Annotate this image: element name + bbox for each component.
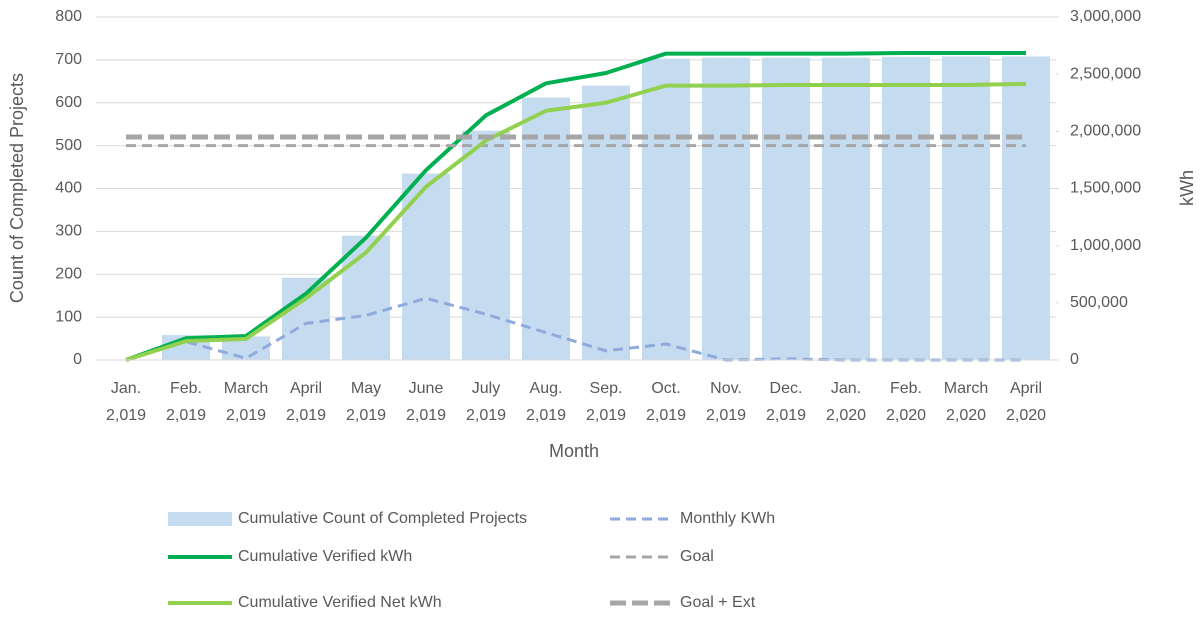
line-series: [125, 81, 1027, 362]
x-tick-label: April: [290, 380, 322, 397]
x-tick-label: 2,019: [166, 407, 206, 424]
line-series: [125, 51, 1026, 362]
y2-tick-label: 0: [1070, 351, 1079, 368]
legend-label: Cumulative Count of Completed Projects: [238, 510, 527, 527]
y-tick-label: 300: [55, 223, 82, 240]
bar: [882, 56, 930, 360]
y-tick-label: 200: [55, 265, 82, 282]
x-tick-label: 2,019: [646, 407, 686, 424]
legend-label: Monthly KWh: [680, 510, 775, 527]
y2-tick-label: 1,500,000: [1070, 180, 1141, 197]
legend-label: Cumulative Verified Net kWh: [238, 594, 442, 611]
bar: [762, 57, 810, 360]
x-tick-label: 2,019: [766, 407, 806, 424]
legend-swatch: [168, 512, 232, 526]
x-tick-label: 2,019: [346, 407, 386, 424]
x-axis-title: Month: [549, 441, 599, 461]
x-tick-label: July: [472, 380, 500, 397]
x-tick-label: June: [409, 380, 444, 397]
bar: [1002, 56, 1050, 360]
x-tick-label: 2,019: [286, 407, 326, 424]
x-tick-label: Jan.: [831, 380, 861, 397]
x-tick-label: 2,019: [586, 407, 626, 424]
x-tick-label: Feb.: [890, 380, 922, 397]
y-tick-label: 400: [55, 180, 82, 197]
y2-tick-label: 500,000: [1070, 294, 1128, 311]
x-tick-label: March: [944, 380, 988, 397]
x-tick-label: 2,019: [706, 407, 746, 424]
x-tick-label: April: [1010, 380, 1042, 397]
y-tick-label: 0: [73, 351, 82, 368]
x-tick-label: 2,020: [1006, 407, 1046, 424]
x-tick-label: March: [224, 380, 268, 397]
legend-label: Goal: [680, 548, 714, 565]
x-tick-label: Dec.: [770, 380, 803, 397]
x-tick-label: Feb.: [170, 380, 202, 397]
bar: [822, 57, 870, 360]
x-tick-label: Aug.: [530, 380, 563, 397]
y-tick-label: 600: [55, 94, 82, 111]
y2-tick-label: 1,000,000: [1070, 237, 1141, 254]
bar: [642, 58, 690, 361]
bar: [942, 56, 990, 360]
y-axis-title: Count of Completed Projects: [7, 73, 27, 303]
x-tick-label: 2,020: [946, 407, 986, 424]
bar: [702, 57, 750, 360]
bar: [342, 235, 390, 360]
y2-tick-label: 2,500,000: [1070, 65, 1141, 82]
y-tick-label: 800: [55, 8, 82, 25]
y-tick-label: 700: [55, 51, 82, 68]
y-tick-label: 100: [55, 308, 82, 325]
x-tick-label: 2,019: [466, 407, 506, 424]
y2-tick-label: 3,000,000: [1070, 8, 1141, 25]
x-tick-label: Jan.: [111, 380, 141, 397]
bar: [522, 97, 570, 360]
legend-label: Goal + Ext: [680, 594, 756, 611]
y2-axis-title: kWh: [1177, 170, 1197, 206]
bar: [462, 130, 510, 360]
bar: [282, 277, 330, 360]
x-tick-label: Sep.: [590, 380, 623, 397]
x-tick-label: Nov.: [710, 380, 742, 397]
bar: [582, 85, 630, 360]
x-tick-label: 2,019: [226, 407, 266, 424]
x-tick-label: 2,019: [106, 407, 146, 424]
x-tick-label: 2,019: [406, 407, 446, 424]
x-tick-label: Oct.: [651, 380, 680, 397]
y-tick-label: 500: [55, 137, 82, 154]
x-tick-label: 2,020: [826, 407, 866, 424]
legend-label: Cumulative Verified kWh: [238, 548, 412, 565]
x-tick-label: May: [351, 380, 381, 397]
x-tick-label: 2,019: [526, 407, 566, 424]
bar: [402, 173, 450, 360]
x-tick-label: 2,020: [886, 407, 926, 424]
y2-tick-label: 2,000,000: [1070, 123, 1141, 140]
